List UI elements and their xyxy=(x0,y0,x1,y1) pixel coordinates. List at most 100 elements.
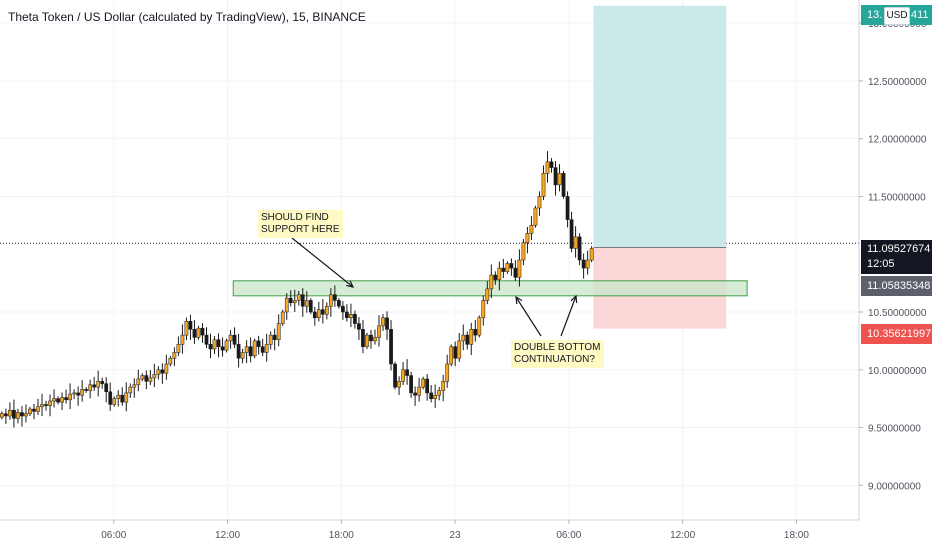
candle xyxy=(64,389,68,404)
candle-body xyxy=(308,300,313,313)
candle-body xyxy=(461,334,466,342)
candle-body xyxy=(389,329,393,365)
time-tick-label: 23 xyxy=(450,530,462,541)
candle-body xyxy=(168,357,173,365)
candle-body xyxy=(76,392,80,396)
candle-body xyxy=(545,161,550,174)
candle xyxy=(381,314,385,331)
time-axis: 06:00 12:00 18:00 23 06:00 12:00 18:00 xyxy=(101,520,809,541)
candle xyxy=(224,338,229,353)
candle-body xyxy=(445,363,450,382)
candle-body xyxy=(240,352,245,359)
candle xyxy=(389,320,393,371)
candle xyxy=(204,327,209,349)
currency-button[interactable]: USD xyxy=(884,7,910,25)
candle xyxy=(212,336,217,355)
candle-body xyxy=(228,334,233,342)
candle xyxy=(341,301,345,320)
candle xyxy=(505,261,510,274)
double-bottom-arrow-right-head xyxy=(570,294,578,304)
candle xyxy=(577,233,582,266)
candle-body xyxy=(385,317,389,330)
candle xyxy=(104,377,109,403)
candle-body xyxy=(409,375,413,394)
price-tick-label: 9.50000000 xyxy=(868,424,921,435)
candle xyxy=(373,329,377,345)
candle xyxy=(485,281,490,305)
support-note-line2: SUPPORT HERE xyxy=(261,224,340,235)
candle xyxy=(557,164,562,192)
candle xyxy=(124,382,129,412)
candle-body xyxy=(589,248,594,261)
support-note: SHOULD FIND SUPPORT HERE xyxy=(258,210,343,238)
candle xyxy=(196,325,201,340)
time-tick-label: 12:00 xyxy=(670,530,695,541)
candle-body xyxy=(136,378,141,386)
candle xyxy=(80,380,84,402)
candle-body xyxy=(489,274,494,290)
candle-body xyxy=(381,317,385,327)
candle-body xyxy=(236,344,241,359)
candle xyxy=(36,398,40,416)
candle-body xyxy=(296,294,301,301)
candle xyxy=(96,370,101,397)
candle-body xyxy=(513,267,518,278)
candle xyxy=(521,238,526,266)
candle-body xyxy=(569,219,574,249)
time-tick-label: 06:00 xyxy=(556,530,581,541)
candle-body xyxy=(413,392,417,396)
stop-price-label: 10.35621997 xyxy=(861,324,932,344)
candle-body xyxy=(425,378,429,394)
candle xyxy=(12,399,16,428)
candle xyxy=(44,400,48,411)
candle-body xyxy=(72,392,76,395)
candle-body xyxy=(320,309,325,315)
candle-countdown: 12:05 xyxy=(867,258,895,270)
candle-body xyxy=(0,413,4,418)
time-tick-label: 18:00 xyxy=(784,530,809,541)
candle-body xyxy=(92,384,97,388)
candle-body xyxy=(437,390,442,396)
candle-body xyxy=(56,398,60,403)
candle xyxy=(152,363,157,388)
candle-body xyxy=(377,325,381,338)
candle-body xyxy=(345,311,349,319)
candle xyxy=(525,226,530,254)
candle-body xyxy=(369,334,373,342)
candle-body xyxy=(565,196,570,220)
candle-body xyxy=(272,334,277,340)
price-tick-label: 11.50000000 xyxy=(868,192,926,203)
time-tick-label: 18:00 xyxy=(329,530,354,541)
candle xyxy=(160,363,165,384)
candle xyxy=(509,258,514,276)
candle-body xyxy=(32,408,36,412)
candle-body xyxy=(132,384,137,388)
candle xyxy=(329,288,333,317)
time-tick-label: 06:00 xyxy=(101,530,126,541)
candle xyxy=(397,376,401,395)
candle xyxy=(164,354,169,380)
candle-body xyxy=(60,397,64,403)
candle-body xyxy=(312,311,317,319)
candle-body xyxy=(573,236,578,249)
candle xyxy=(120,387,125,406)
double-bottom-note-line2: CONTINUATION? xyxy=(514,354,595,365)
candle xyxy=(88,379,93,399)
candle xyxy=(425,373,429,401)
candle-body xyxy=(557,173,562,186)
candle xyxy=(132,378,137,398)
candle-body xyxy=(36,406,40,412)
target-region xyxy=(593,5,727,248)
candle-body xyxy=(553,167,558,186)
candle-body xyxy=(12,409,16,419)
candle xyxy=(20,406,24,427)
candle xyxy=(369,330,373,349)
candle-body xyxy=(100,381,105,384)
candle xyxy=(377,315,381,347)
candle xyxy=(168,355,173,367)
candle xyxy=(349,303,353,328)
candle-body xyxy=(349,314,353,319)
candle xyxy=(437,386,442,401)
candle-body xyxy=(505,263,510,272)
